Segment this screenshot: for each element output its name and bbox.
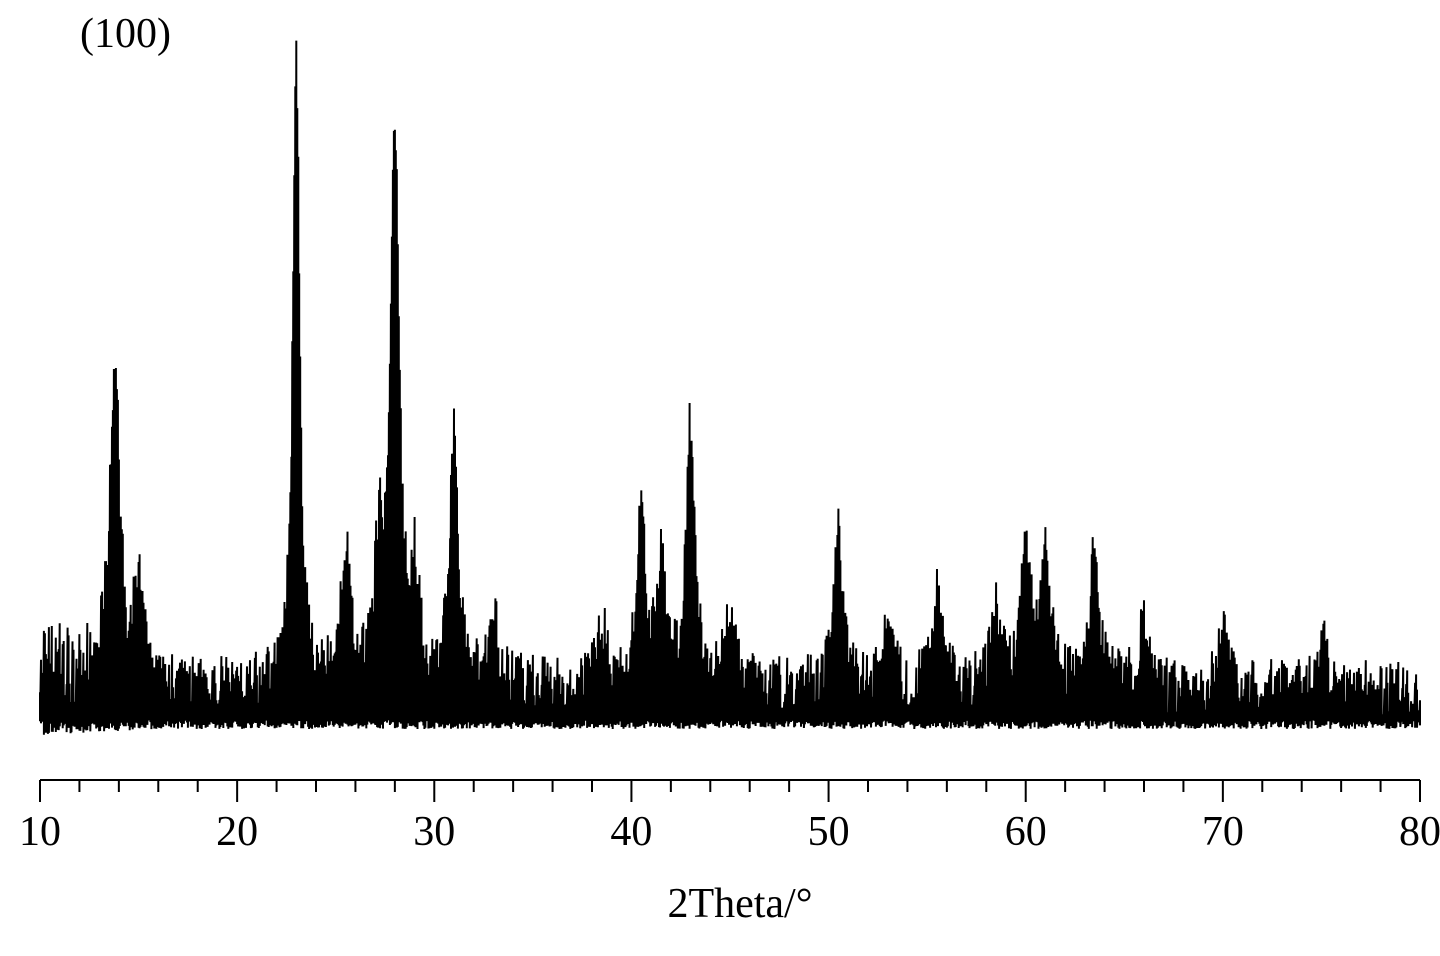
x-tick-label: 10 [19, 808, 61, 856]
x-tick-label: 50 [808, 808, 850, 856]
x-tick-label: 70 [1202, 808, 1244, 856]
x-tick-label: 60 [1005, 808, 1047, 856]
x-tick-label: 30 [413, 808, 455, 856]
x-tick-label: 80 [1399, 808, 1440, 856]
x-tick-label: 40 [610, 808, 652, 856]
xrd-trace [40, 41, 1420, 735]
peak-label-100: (100) [80, 10, 171, 58]
x-tick-label: 20 [216, 808, 258, 856]
x-axis-label: 2Theta/° [640, 880, 840, 928]
